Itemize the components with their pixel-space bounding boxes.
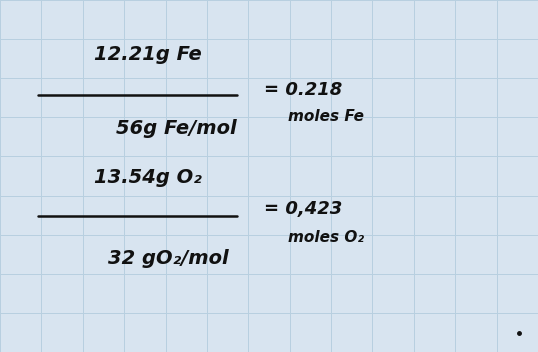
Text: 12.21g Fe: 12.21g Fe xyxy=(94,45,202,64)
Text: moles O₂: moles O₂ xyxy=(288,230,364,245)
Text: moles Fe: moles Fe xyxy=(288,109,364,124)
Text: = 0,423: = 0,423 xyxy=(264,200,342,219)
Text: 13.54g O₂: 13.54g O₂ xyxy=(94,168,202,187)
Text: 56g Fe/mol: 56g Fe/mol xyxy=(116,119,236,138)
Text: = 0.218: = 0.218 xyxy=(264,81,342,99)
Text: 32 gO₂/mol: 32 gO₂/mol xyxy=(108,249,228,268)
